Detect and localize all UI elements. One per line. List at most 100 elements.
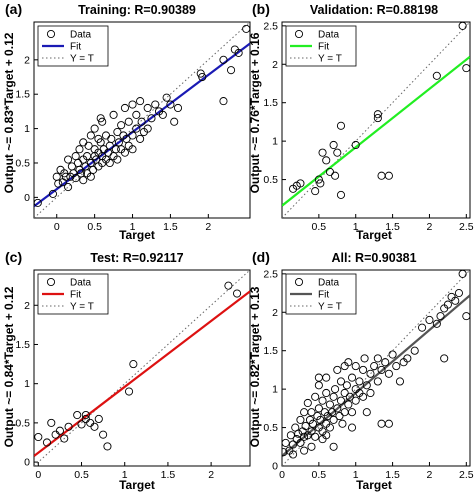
- data-point: [314, 175, 323, 184]
- data-point: [137, 117, 146, 126]
- data-point: [316, 179, 325, 188]
- data-point: [136, 97, 145, 106]
- x-tick-label: 0.5: [87, 221, 102, 233]
- data-point: [311, 187, 320, 196]
- data-point: [303, 398, 312, 408]
- legend-label-data: Data: [70, 278, 92, 289]
- x-axis-label-all: Target: [356, 478, 392, 492]
- data-point: [384, 171, 393, 180]
- data-point: [335, 411, 344, 421]
- y-tick-label: 0.5: [263, 422, 278, 434]
- data-point: [42, 438, 52, 447]
- data-point: [198, 72, 207, 82]
- data-point: [440, 354, 449, 363]
- data-point: [318, 396, 327, 405]
- x-tick-label: 0: [54, 221, 60, 233]
- y-tick-label: 0.5: [15, 417, 30, 429]
- data-point: [362, 381, 371, 390]
- panel-tag-c: (c): [5, 249, 22, 265]
- data-point: [347, 423, 357, 432]
- data-point: [158, 110, 167, 119]
- data-point: [301, 421, 310, 431]
- legend-label-identity: Y = T: [70, 302, 94, 313]
- data-point: [345, 392, 354, 401]
- panel-title-training: Training: R=0.90389: [78, 3, 196, 17]
- data-point: [322, 431, 331, 440]
- legend-label-data: Data: [318, 30, 340, 41]
- y-tick-label: 1.5: [263, 97, 278, 109]
- data-point: [373, 110, 382, 119]
- x-tick-label: 2: [427, 221, 433, 233]
- data-point: [377, 365, 386, 374]
- data-point: [128, 100, 137, 109]
- data-point: [311, 392, 320, 401]
- data-point: [307, 442, 316, 451]
- data-point: [61, 172, 70, 181]
- y-tick-label: 2: [272, 307, 278, 319]
- data-point: [132, 124, 141, 133]
- y-tick-label: 0: [24, 457, 30, 469]
- data-point: [355, 377, 364, 386]
- y-tick-label: 1: [272, 384, 278, 396]
- data-point: [81, 410, 90, 420]
- data-point: [71, 174, 80, 183]
- y-tick-label: 2: [24, 300, 30, 312]
- identity-line-training: [34, 22, 250, 218]
- y-tick-label: 1.5: [15, 89, 30, 101]
- data-point: [331, 385, 340, 394]
- data-point: [307, 408, 316, 417]
- panel-tag-b: (b): [252, 1, 270, 17]
- data-point: [322, 388, 331, 398]
- panel-title-test: Test: R=0.92117: [90, 251, 183, 265]
- data-point: [329, 442, 338, 451]
- data-point: [136, 134, 145, 143]
- data-point: [34, 198, 42, 207]
- data-point: [124, 117, 133, 126]
- data-point: [347, 373, 357, 382]
- data-point: [86, 131, 95, 140]
- panel-tag-a: (a): [5, 1, 22, 17]
- data-point: [289, 440, 298, 449]
- data-point: [314, 404, 323, 413]
- data-point: [242, 24, 250, 33]
- data-point: [64, 422, 73, 431]
- data-point: [351, 362, 360, 371]
- data-point: [388, 350, 397, 359]
- data-point: [99, 430, 108, 439]
- data-point: [311, 432, 320, 441]
- data-point: [234, 48, 243, 57]
- data-point: [34, 432, 43, 442]
- data-point: [128, 131, 137, 140]
- data-point: [336, 121, 346, 130]
- data-point: [227, 66, 236, 75]
- data-point: [296, 179, 305, 188]
- legend-label-data: Data: [318, 278, 340, 289]
- data-point: [64, 155, 73, 164]
- x-tick-label: 1.5: [385, 221, 400, 233]
- data-point: [362, 408, 371, 417]
- data-point: [84, 141, 93, 150]
- data-point: [329, 415, 338, 424]
- data-point: [314, 373, 323, 382]
- y-tick-label: 1.5: [15, 339, 30, 351]
- x-axis-label-validation: Target: [356, 228, 392, 242]
- data-point: [432, 319, 441, 328]
- panel-all: (d) All: R=0.90381 Target Output ~= 0.82…: [248, 249, 474, 492]
- data-point: [325, 167, 334, 176]
- data-point: [166, 100, 175, 109]
- data-point: [351, 140, 360, 150]
- data-point: [94, 134, 103, 143]
- legend-label-identity: Y = T: [70, 54, 94, 65]
- data-point: [103, 442, 112, 451]
- data-point: [333, 148, 342, 157]
- data-point: [60, 434, 69, 443]
- data-point: [329, 392, 338, 401]
- data-point: [308, 419, 318, 428]
- y-tick-label: 2: [272, 59, 278, 71]
- data-point: [336, 396, 346, 405]
